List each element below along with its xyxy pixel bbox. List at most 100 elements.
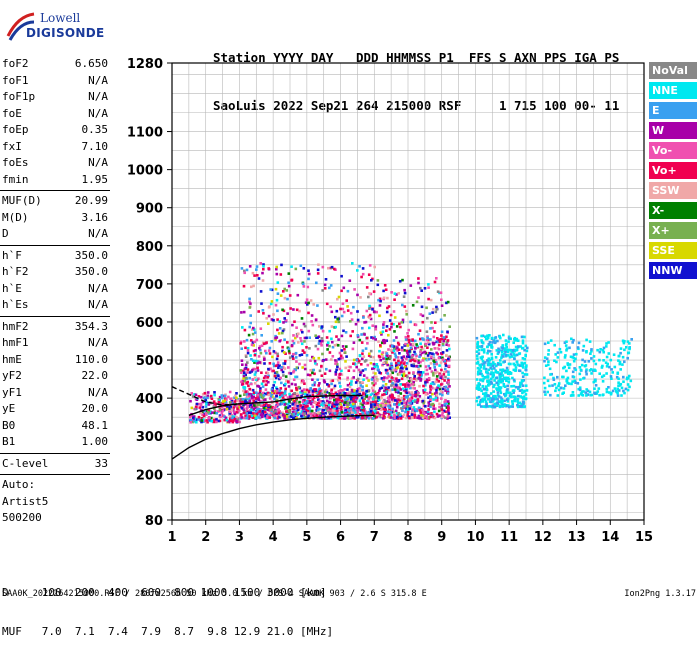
trace-point: [286, 396, 290, 399]
trace-point: [400, 373, 404, 377]
trace-point: [268, 352, 272, 355]
trace-point: [329, 417, 333, 420]
trace-point: [406, 405, 410, 408]
trace-point: [384, 411, 387, 415]
trace-point: [605, 365, 609, 368]
param-separator: [0, 315, 110, 317]
trace-point: [201, 413, 204, 416]
trace-point: [336, 400, 340, 404]
trace-point: [371, 406, 374, 409]
trace-point: [572, 359, 576, 363]
trace-point: [210, 397, 214, 400]
trace-point: [272, 364, 276, 368]
trace-point: [586, 389, 590, 393]
trace-point: [341, 302, 345, 305]
trace-point: [242, 374, 246, 378]
trace-point: [516, 405, 520, 409]
trace-point: [367, 389, 371, 392]
trace-point: [417, 370, 420, 374]
trace-point: [341, 389, 344, 392]
trace-point: [411, 416, 414, 420]
trace-point: [295, 415, 298, 419]
param-row: yF2 22.0: [0, 368, 110, 385]
trace-point: [295, 410, 298, 413]
trace-point: [279, 394, 282, 397]
trace-point: [274, 364, 278, 368]
trace-point: [292, 412, 296, 416]
trace-point: [389, 373, 392, 377]
trace-point: [602, 359, 605, 362]
trace-point: [259, 327, 263, 330]
trace-point: [427, 338, 430, 341]
param-key: B1: [2, 435, 16, 448]
trace-point: [335, 403, 339, 406]
trace-point: [368, 316, 371, 319]
trace-point: [503, 376, 506, 380]
trace-point: [432, 404, 435, 407]
trace-point: [431, 352, 434, 355]
trace-point: [189, 418, 193, 422]
trace-point: [371, 392, 374, 395]
trace-point: [287, 371, 291, 375]
trace-point: [623, 391, 626, 395]
trace-point: [406, 409, 410, 413]
trace-point: [436, 370, 439, 374]
trace-point: [399, 392, 403, 395]
trace-point: [592, 380, 596, 384]
trace-point: [257, 277, 261, 280]
trace-point: [588, 390, 592, 394]
trace-point: [247, 384, 250, 388]
trace-point: [332, 386, 336, 390]
trace-point: [524, 384, 528, 387]
trace-point: [525, 373, 529, 376]
trace-point: [409, 401, 412, 405]
trace-point: [290, 265, 293, 268]
trace-point: [617, 381, 620, 384]
trace-point: [419, 379, 422, 382]
trace-point: [217, 401, 221, 404]
trace-point: [512, 378, 516, 382]
trace-point: [513, 397, 517, 400]
trace-point: [416, 398, 420, 401]
trace-point: [370, 409, 373, 413]
trace-point: [395, 415, 399, 419]
trace-point: [283, 414, 286, 418]
trace-point: [226, 420, 230, 423]
trace-point: [320, 392, 323, 396]
trace-point: [374, 327, 378, 331]
polarization-legend: NoVal NNE E W Vo- Vo+ SSW X- X+ SSE NNW: [649, 62, 697, 282]
trace-point: [336, 344, 340, 347]
trace-point: [409, 320, 412, 324]
trace-point: [235, 410, 239, 414]
trace-point: [440, 406, 443, 410]
trace-point: [226, 405, 229, 409]
trace-point: [436, 340, 440, 344]
trace-point: [255, 412, 259, 416]
trace-point: [294, 383, 297, 386]
trace-point: [268, 362, 272, 365]
trace-point: [221, 409, 224, 413]
trace-point: [331, 379, 335, 382]
trace-point: [504, 349, 508, 352]
trace-point: [621, 363, 624, 366]
trace-point: [387, 404, 390, 408]
trace-point: [254, 397, 258, 400]
trace-point: [544, 364, 548, 367]
trace-point: [358, 390, 362, 393]
trace-point: [446, 417, 449, 420]
trace-point: [254, 378, 258, 381]
trace-point: [245, 268, 249, 272]
trace-point: [425, 306, 428, 310]
trace-point: [417, 296, 420, 299]
trace-point: [381, 384, 385, 388]
trace-point: [205, 413, 208, 416]
trace-point: [440, 352, 444, 356]
trace-point: [309, 387, 312, 390]
trace-point: [271, 395, 274, 398]
trace-point: [513, 354, 517, 357]
trace-point: [410, 356, 414, 359]
trace-point: [331, 403, 334, 406]
trace-point: [333, 403, 337, 407]
trace-point: [325, 417, 328, 420]
trace-point: [307, 396, 310, 400]
